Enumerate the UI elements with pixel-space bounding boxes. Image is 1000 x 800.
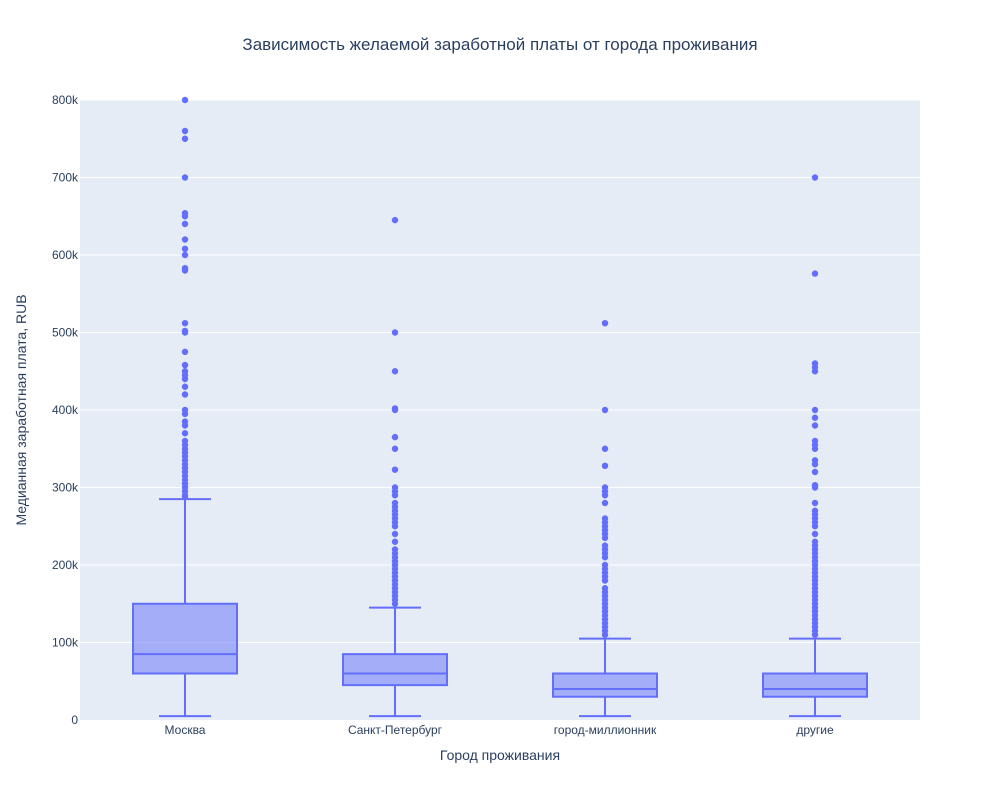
outlier-point [181, 245, 189, 252]
outlier-point [181, 368, 189, 375]
iqr-box [342, 653, 448, 687]
outlier-point [181, 406, 189, 414]
outlier-point [181, 251, 189, 259]
outlier-point [181, 220, 189, 228]
outlier-point [181, 348, 189, 356]
iqr-box [762, 672, 868, 698]
outlier-point [601, 320, 609, 327]
outlier-point [181, 383, 189, 390]
y-axis-ticks: 0 100k 200k 300k 400k 500k 600k 700k 800k [52, 93, 79, 727]
outlier-point [811, 468, 819, 476]
outlier-point [181, 391, 189, 398]
outlier-point [811, 481, 819, 489]
outlier-point [181, 127, 189, 135]
outlier-point [181, 135, 189, 142]
outlier-point [811, 499, 819, 507]
box-group [342, 216, 448, 718]
y-tick-label: 100k [52, 636, 79, 650]
outlier-point [811, 360, 819, 367]
y-tick-label: 500k [52, 326, 79, 340]
outlier-point [181, 236, 189, 243]
outlier-point [601, 542, 609, 549]
outlier-point [811, 414, 819, 421]
y-tick-label: 600k [52, 248, 79, 262]
iqr-box [132, 602, 238, 675]
outlier-point [181, 320, 189, 327]
box-group [552, 320, 658, 718]
outlier-point [811, 507, 819, 514]
outlier-point [181, 437, 189, 445]
outlier-point [391, 484, 399, 491]
outlier-point [391, 216, 399, 224]
outlier-point [391, 546, 399, 553]
outlier-point [811, 538, 819, 545]
outlier-point [181, 174, 189, 181]
outlier-point [391, 538, 399, 545]
box-group [132, 96, 238, 718]
outlier-point [811, 174, 819, 181]
y-tick-label: 400k [52, 403, 79, 417]
outlier-point [181, 418, 189, 425]
y-axis-title: Медианная заработная плата, RUB [13, 294, 29, 525]
chart-title: Зависимость желаемой заработной платы от… [242, 35, 757, 54]
outlier-point [391, 499, 399, 507]
outlier-point [811, 406, 819, 414]
outlier-point [181, 96, 189, 104]
x-tick-label: город-миллионник [554, 723, 657, 737]
outlier-point [391, 368, 399, 375]
outlier-point [601, 445, 609, 452]
y-tick-label: 200k [52, 558, 79, 572]
x-tick-label: Санкт-Петербург [348, 723, 443, 737]
outlier-point [391, 329, 399, 336]
y-tick-label: 0 [71, 713, 78, 727]
outlier-point [811, 530, 819, 538]
outlier-point [181, 327, 189, 335]
boxes [132, 96, 868, 718]
outlier-point [391, 530, 399, 538]
outlier-point [601, 484, 609, 491]
outlier-point [811, 437, 819, 445]
x-axis-ticks: Москва Санкт-Петербург город-миллионник дру… [165, 723, 834, 737]
outlier-point [601, 406, 609, 414]
outlier-point [601, 515, 609, 522]
outlier-point [601, 499, 609, 507]
outlier-point [391, 466, 399, 473]
outlier-point [391, 445, 399, 452]
x-tick-label: другие [796, 723, 834, 737]
outlier-point [181, 361, 189, 369]
outlier-point [391, 405, 399, 412]
y-tick-label: 800k [52, 93, 79, 107]
outlier-point [391, 433, 399, 441]
y-tick-label: 700k [52, 171, 79, 185]
outlier-point [601, 585, 609, 592]
outlier-point [811, 270, 819, 277]
outlier-point [601, 561, 609, 569]
x-axis-title: Город проживания [440, 747, 560, 763]
outlier-point [181, 209, 189, 217]
y-tick-label: 300k [52, 481, 79, 495]
x-tick-label: Москва [165, 723, 206, 737]
iqr-box [552, 672, 658, 698]
outlier-point [601, 462, 609, 469]
outlier-point [181, 264, 189, 272]
outlier-point [811, 457, 819, 464]
outlier-point [181, 430, 189, 437]
box-group [762, 174, 868, 718]
outlier-point [811, 422, 819, 429]
